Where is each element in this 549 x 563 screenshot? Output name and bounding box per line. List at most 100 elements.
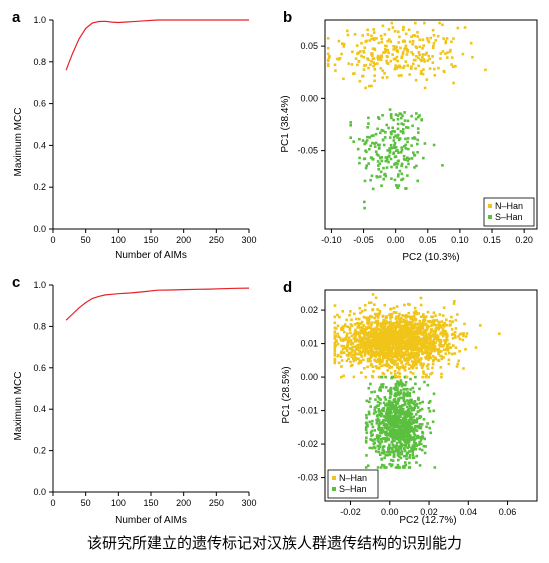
panel-d-s-han-point bbox=[390, 458, 393, 462]
panel-d-s-han-point bbox=[413, 400, 417, 403]
panel-b-n-han-point bbox=[367, 66, 370, 70]
panel-d-s-han-point bbox=[389, 392, 393, 396]
panel-d-n-han-point bbox=[435, 327, 438, 330]
panel-d-n-han-point bbox=[381, 359, 384, 363]
panel-b-n-han-point bbox=[405, 47, 409, 51]
panel-b-s-han-point bbox=[363, 157, 367, 160]
panel-b-n-han-point bbox=[421, 53, 425, 56]
panel-d-n-han-point bbox=[434, 328, 437, 331]
panel-d-n-han-point bbox=[370, 333, 374, 336]
panel-b-s-han-point bbox=[381, 138, 385, 142]
panel-d-n-han-point bbox=[368, 301, 371, 305]
panel-d-n-han-point bbox=[413, 316, 416, 319]
panel-b-n-han-point bbox=[442, 37, 445, 40]
panel-d-n-han-point bbox=[405, 375, 409, 379]
panel-d-s-han-point bbox=[396, 425, 399, 428]
panel-d-n-han-point bbox=[345, 318, 348, 322]
panel-c-label: c bbox=[12, 274, 20, 291]
panel-b-n-han-point bbox=[471, 55, 474, 59]
panel-b-n-han-point bbox=[341, 42, 344, 45]
panel-d-s-han-point bbox=[387, 437, 391, 441]
panel-b-n-han-point bbox=[418, 53, 421, 57]
panel-d-n-han-point bbox=[360, 331, 363, 335]
panel-d-n-han-point bbox=[428, 335, 432, 338]
panel-d-n-han-point bbox=[431, 348, 434, 352]
panel-b-s-han-point bbox=[417, 131, 420, 134]
panel-d-n-han-point bbox=[416, 355, 420, 358]
panel-d-s-han-point bbox=[414, 382, 417, 386]
panel-b-n-han-point bbox=[397, 30, 400, 34]
panel-b-s-han-point bbox=[388, 108, 392, 111]
panel-d-n-han-point bbox=[392, 362, 396, 365]
panel-d-s-han-point bbox=[394, 466, 398, 469]
panel-d-n-han-point bbox=[394, 340, 397, 344]
panel-d-n-han-point bbox=[422, 343, 425, 347]
panel-b-n-han-point bbox=[426, 39, 430, 42]
panel-d-s-han-point bbox=[384, 386, 388, 389]
panel-d-s-han-point bbox=[390, 463, 394, 466]
panel-d-n-han-point bbox=[429, 352, 433, 355]
panel-d-n-han-point bbox=[416, 328, 419, 331]
panel-d-n-han-point bbox=[333, 361, 337, 365]
panel-d-s-han-point bbox=[403, 449, 407, 453]
panel-d-n-han-point bbox=[408, 329, 411, 332]
panel-d-s-han-point bbox=[399, 414, 402, 417]
panel-d-n-han-point bbox=[414, 310, 417, 313]
panel-b-s-han-point bbox=[370, 134, 373, 138]
panel-b-n-han-point bbox=[438, 21, 441, 25]
panel-b-n-han-point bbox=[421, 72, 425, 76]
panel-b-s-han-point bbox=[402, 131, 405, 135]
panel-b-n-han-point bbox=[373, 62, 376, 66]
panel-d-n-han-point bbox=[384, 328, 387, 332]
panel-d-n-han-point bbox=[454, 336, 457, 339]
panel-d-s-han-point bbox=[397, 411, 400, 414]
panel-d-n-han-point bbox=[405, 348, 409, 352]
panel-d-n-han-point bbox=[397, 371, 400, 374]
panel-d-n-han-point bbox=[370, 348, 374, 351]
panel-b-s-han-point bbox=[399, 130, 403, 133]
panel-b-n-han-point bbox=[386, 48, 389, 52]
panel-d-n-han-point bbox=[373, 321, 376, 324]
panel-d-n-han-point bbox=[436, 336, 440, 340]
panel-b-n-han-point bbox=[372, 28, 375, 31]
panel-d-n-han-point bbox=[432, 344, 435, 347]
panel-b-n-han-point bbox=[410, 51, 413, 54]
panel-d-s-han-point bbox=[423, 380, 426, 384]
panel-d-n-han-point bbox=[336, 324, 340, 328]
panel-b-s-han-point bbox=[379, 131, 382, 135]
panel-d-n-han-point bbox=[463, 322, 466, 326]
panel-b-s-han-point bbox=[407, 162, 410, 166]
panel-b-s-han-point bbox=[367, 122, 370, 125]
panel-d-n-han-point bbox=[381, 323, 385, 326]
panel-b-s-han-point bbox=[412, 151, 415, 154]
panel-d-n-han-point bbox=[403, 342, 406, 346]
panel-d-n-han-point bbox=[409, 357, 412, 360]
panel-b-n-han-point bbox=[383, 72, 386, 75]
panel-d-n-han-point bbox=[360, 341, 364, 345]
panel-d-s-han-point bbox=[428, 400, 432, 403]
panel-d-s-han-point bbox=[388, 453, 392, 456]
panel-b-s-han-point bbox=[397, 151, 400, 154]
panel-d-s-han-point bbox=[364, 439, 368, 443]
panel-d-n-han-point bbox=[410, 334, 414, 337]
panel-d-n-han-point bbox=[405, 338, 409, 342]
panel-d-s-han-point bbox=[400, 452, 404, 456]
panel-d-s-han-point bbox=[389, 388, 392, 391]
panel-d-n-han-point bbox=[384, 344, 387, 348]
panel-b-s-han-point bbox=[382, 166, 385, 170]
panel-d-n-han-point bbox=[401, 351, 404, 355]
panel-d-s-han-point bbox=[402, 420, 405, 423]
panel-d-s-han-point bbox=[390, 450, 393, 454]
panel-d-n-han-point bbox=[432, 358, 435, 362]
panel-d-s-han-point bbox=[409, 411, 412, 415]
panel-b-n-han-point bbox=[396, 65, 400, 68]
panel-d-n-han-point bbox=[356, 326, 360, 329]
panel-b-s-han-point bbox=[383, 172, 387, 176]
panel-d-n-han-point bbox=[456, 362, 460, 366]
panel-b-n-han-point bbox=[399, 46, 402, 50]
panel-b-n-han-point bbox=[433, 74, 437, 77]
panel-d-n-han-point bbox=[351, 353, 354, 357]
panel-b-x-tick-label: 0.20 bbox=[515, 235, 533, 245]
panel-d-n-han-point bbox=[417, 312, 421, 315]
